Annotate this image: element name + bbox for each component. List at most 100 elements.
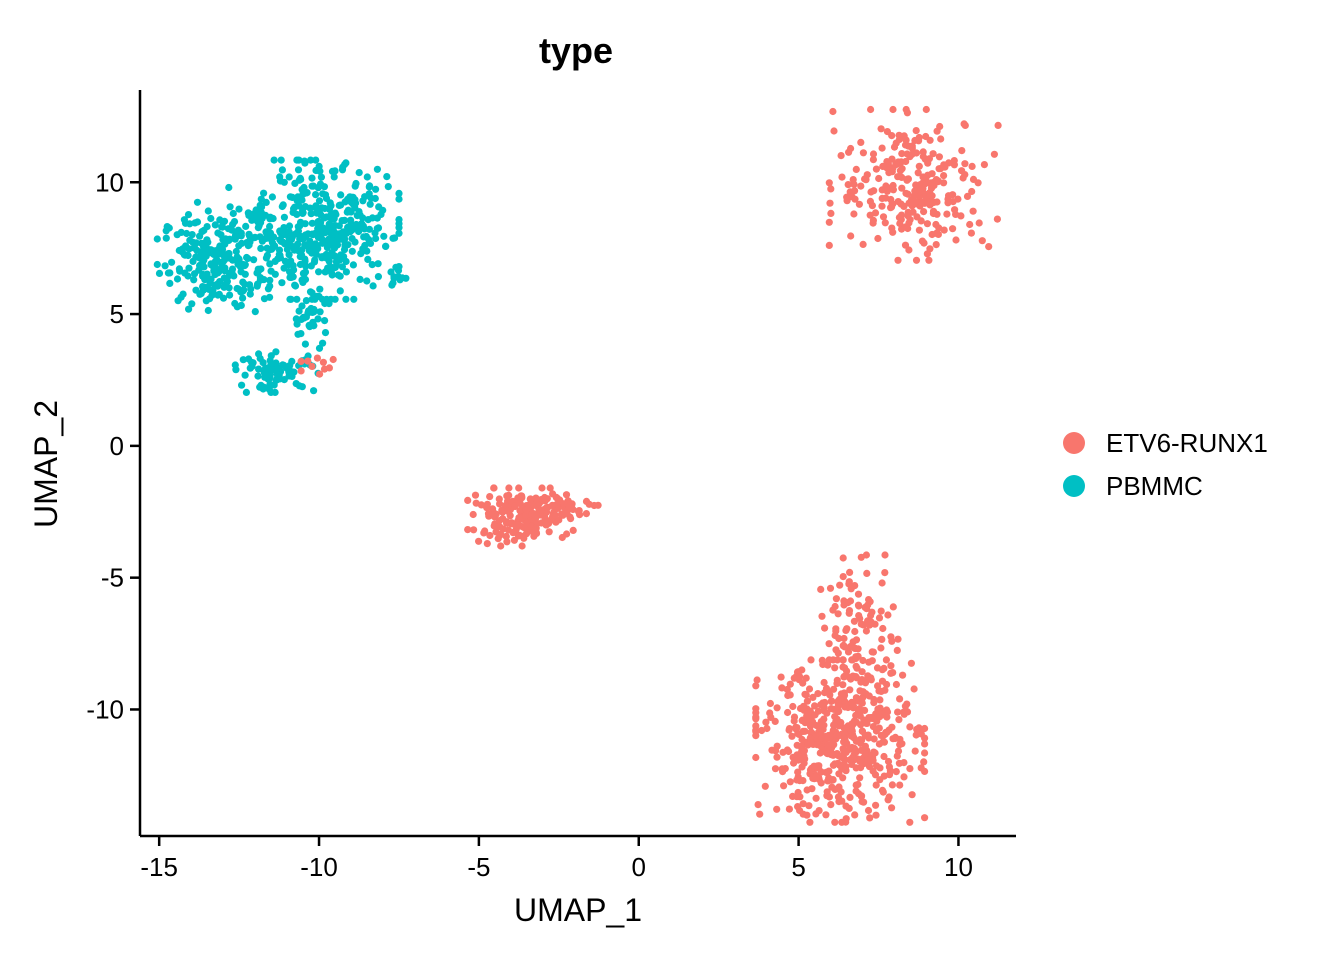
data-point <box>840 641 848 650</box>
data-point <box>352 220 360 229</box>
data-point <box>839 681 847 689</box>
data-point <box>865 692 873 700</box>
legend: ETV6-RUNX1 PBMMC <box>1063 428 1268 501</box>
data-point <box>204 238 212 246</box>
data-point <box>267 388 275 396</box>
data-point <box>827 209 835 217</box>
data-point <box>185 305 193 313</box>
data-point <box>794 768 802 776</box>
data-point <box>256 201 264 209</box>
data-point <box>308 174 316 182</box>
data-point <box>852 636 861 644</box>
data-point <box>900 759 908 767</box>
data-point <box>844 181 852 189</box>
data-point <box>193 198 202 206</box>
data-point <box>231 299 239 308</box>
data-point <box>849 702 858 710</box>
data-point <box>199 283 207 291</box>
data-point <box>852 711 860 720</box>
data-point <box>279 361 287 369</box>
data-point <box>866 211 874 219</box>
data-point <box>826 584 835 592</box>
data-point <box>486 531 494 540</box>
data-point <box>852 165 860 173</box>
data-point <box>806 818 814 826</box>
data-point <box>784 691 792 700</box>
data-point <box>238 381 246 389</box>
data-point <box>924 159 932 167</box>
data-point <box>268 193 276 201</box>
legend-key <box>1063 432 1085 454</box>
data-point <box>251 308 259 316</box>
data-point <box>847 585 855 593</box>
data-point <box>213 280 222 288</box>
data-point <box>885 793 893 801</box>
data-point <box>762 718 770 726</box>
data-point <box>470 526 478 534</box>
data-point <box>207 275 215 283</box>
data-point <box>817 734 826 742</box>
data-point <box>883 187 891 195</box>
data-point <box>389 234 397 242</box>
data-point <box>786 778 794 786</box>
data-point <box>857 553 865 561</box>
data-point <box>894 198 902 206</box>
data-point <box>837 753 845 761</box>
data-point <box>291 203 299 211</box>
data-point <box>296 174 304 182</box>
data-point <box>372 234 380 243</box>
data-point <box>254 372 262 380</box>
data-point <box>368 261 376 269</box>
data-point <box>245 232 254 240</box>
data-point <box>219 251 227 259</box>
data-point <box>369 282 377 290</box>
data-point <box>818 612 826 620</box>
data-point <box>475 537 483 545</box>
data-point <box>799 800 807 808</box>
data-point <box>365 236 373 244</box>
data-point <box>949 225 957 233</box>
data-point <box>856 774 864 782</box>
data-point <box>892 680 901 689</box>
data-point <box>185 264 193 272</box>
data-point <box>910 685 918 693</box>
x-tick-label: 0 <box>632 852 646 882</box>
data-point <box>223 277 231 285</box>
data-point <box>800 759 808 767</box>
data-point <box>884 757 893 766</box>
data-point <box>777 673 785 681</box>
data-point <box>319 358 327 366</box>
data-point <box>866 814 874 822</box>
data-point <box>323 213 331 221</box>
data-point <box>951 206 959 214</box>
data-point <box>788 732 796 740</box>
data-point <box>280 264 288 272</box>
data-point <box>878 194 886 202</box>
data-point <box>544 503 552 511</box>
data-point <box>266 293 274 301</box>
data-point <box>336 287 344 295</box>
data-point <box>247 285 255 293</box>
data-point <box>854 601 863 609</box>
data-point <box>486 493 494 501</box>
data-point <box>898 184 906 192</box>
data-point <box>551 511 560 519</box>
data-point <box>313 209 321 217</box>
data-point <box>845 578 853 586</box>
data-point <box>862 627 871 635</box>
data-point <box>846 793 854 802</box>
data-point <box>906 723 914 731</box>
data-point <box>553 500 561 508</box>
data-point <box>582 497 591 505</box>
data-point <box>861 175 869 183</box>
data-point <box>919 148 927 156</box>
data-point <box>824 777 832 785</box>
data-point <box>889 228 897 236</box>
data-point <box>805 802 813 810</box>
data-point <box>153 260 161 269</box>
data-point <box>850 210 858 218</box>
data-point <box>267 352 275 360</box>
data-point <box>859 727 867 736</box>
data-point <box>314 220 322 228</box>
data-point <box>846 756 854 764</box>
